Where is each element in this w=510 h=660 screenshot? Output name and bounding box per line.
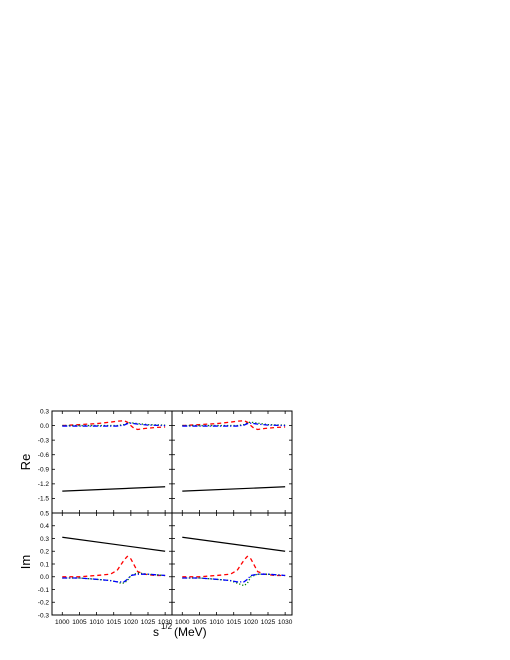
x-tick-label: 1005 [72, 619, 87, 626]
series-line-dashdot [62, 573, 166, 583]
x-tick-label: 1015 [106, 619, 121, 626]
y-tick-label: -0.6 [38, 452, 50, 459]
x-axis-label-base: s [153, 625, 159, 639]
x-tick-label: 1000 [175, 619, 190, 626]
axes-labels: Re Im s 1/2 (MeV) [18, 454, 207, 639]
series-line-solid [182, 486, 286, 492]
y-tick-label: -0.3 [38, 437, 50, 444]
x-tick-label: 1020 [124, 619, 139, 626]
x-tick-label: 1010 [89, 619, 104, 626]
y-tick-label: -0.1 [38, 587, 50, 594]
x-tick-label: 1000 [55, 619, 70, 626]
series-line-dash [62, 420, 166, 431]
series-line-solid [182, 536, 286, 552]
panel-im-2 [171, 512, 293, 616]
y-tick-label: 0.3 [40, 536, 49, 543]
x-tick-label: 1015 [226, 619, 241, 626]
y-tick-label: -1.5 [38, 496, 50, 503]
series-line-solid [62, 536, 166, 552]
panel-frame [51, 512, 173, 616]
panel-re-2 [171, 410, 293, 514]
y-axis-label-im: Im [18, 555, 33, 569]
x-tick-label: 1020 [244, 619, 259, 626]
series-line-dashdot [182, 422, 286, 427]
y-tick-label: 0.3 [40, 408, 49, 415]
series-line-dashdot [182, 573, 286, 583]
x-tick-label: 1010 [209, 619, 224, 626]
series-line-dash [62, 555, 166, 578]
x-tick-label: 1025 [141, 619, 156, 626]
y-tick-label: 0.0 [40, 423, 49, 430]
x-tick-label: 1025 [261, 619, 276, 626]
y-axis-label-re: Re [18, 454, 33, 471]
panel-frame [171, 512, 293, 616]
y-tick-label: 0.0 [40, 574, 49, 581]
series-line-dash [182, 420, 286, 431]
series-line-solid [62, 486, 166, 492]
series-line-dashdot [62, 422, 166, 427]
x-tick-label: 1005 [192, 619, 207, 626]
panel-im-1 [51, 512, 173, 616]
x-tick-label: 1030 [278, 619, 293, 626]
panel-re-1 [51, 410, 173, 514]
x-axis-label-sup: 1/2 [161, 622, 173, 631]
y-tick-label: -0.9 [38, 467, 50, 474]
y-tick-label: 0.4 [40, 523, 49, 530]
y-tick-label: -1.2 [38, 481, 50, 488]
y-tick-label: 0.5 [40, 510, 49, 517]
y-tick-label: 0.2 [40, 549, 49, 556]
series-line-dot [182, 573, 286, 587]
x-tick-label: 1030 [158, 619, 173, 626]
y-tick-label: -0.2 [38, 600, 50, 607]
y-tick-label: 0.1 [40, 561, 49, 568]
plot-panels: 0.3 0.0 -0.3 -0.6 -0.9 -1.2 -1.5 0.5 0.4 0.3 0.2 0.… [38, 408, 293, 626]
y-tick-label: -0.3 [38, 612, 50, 619]
x-axis-label-unit: (MeV) [174, 625, 207, 639]
